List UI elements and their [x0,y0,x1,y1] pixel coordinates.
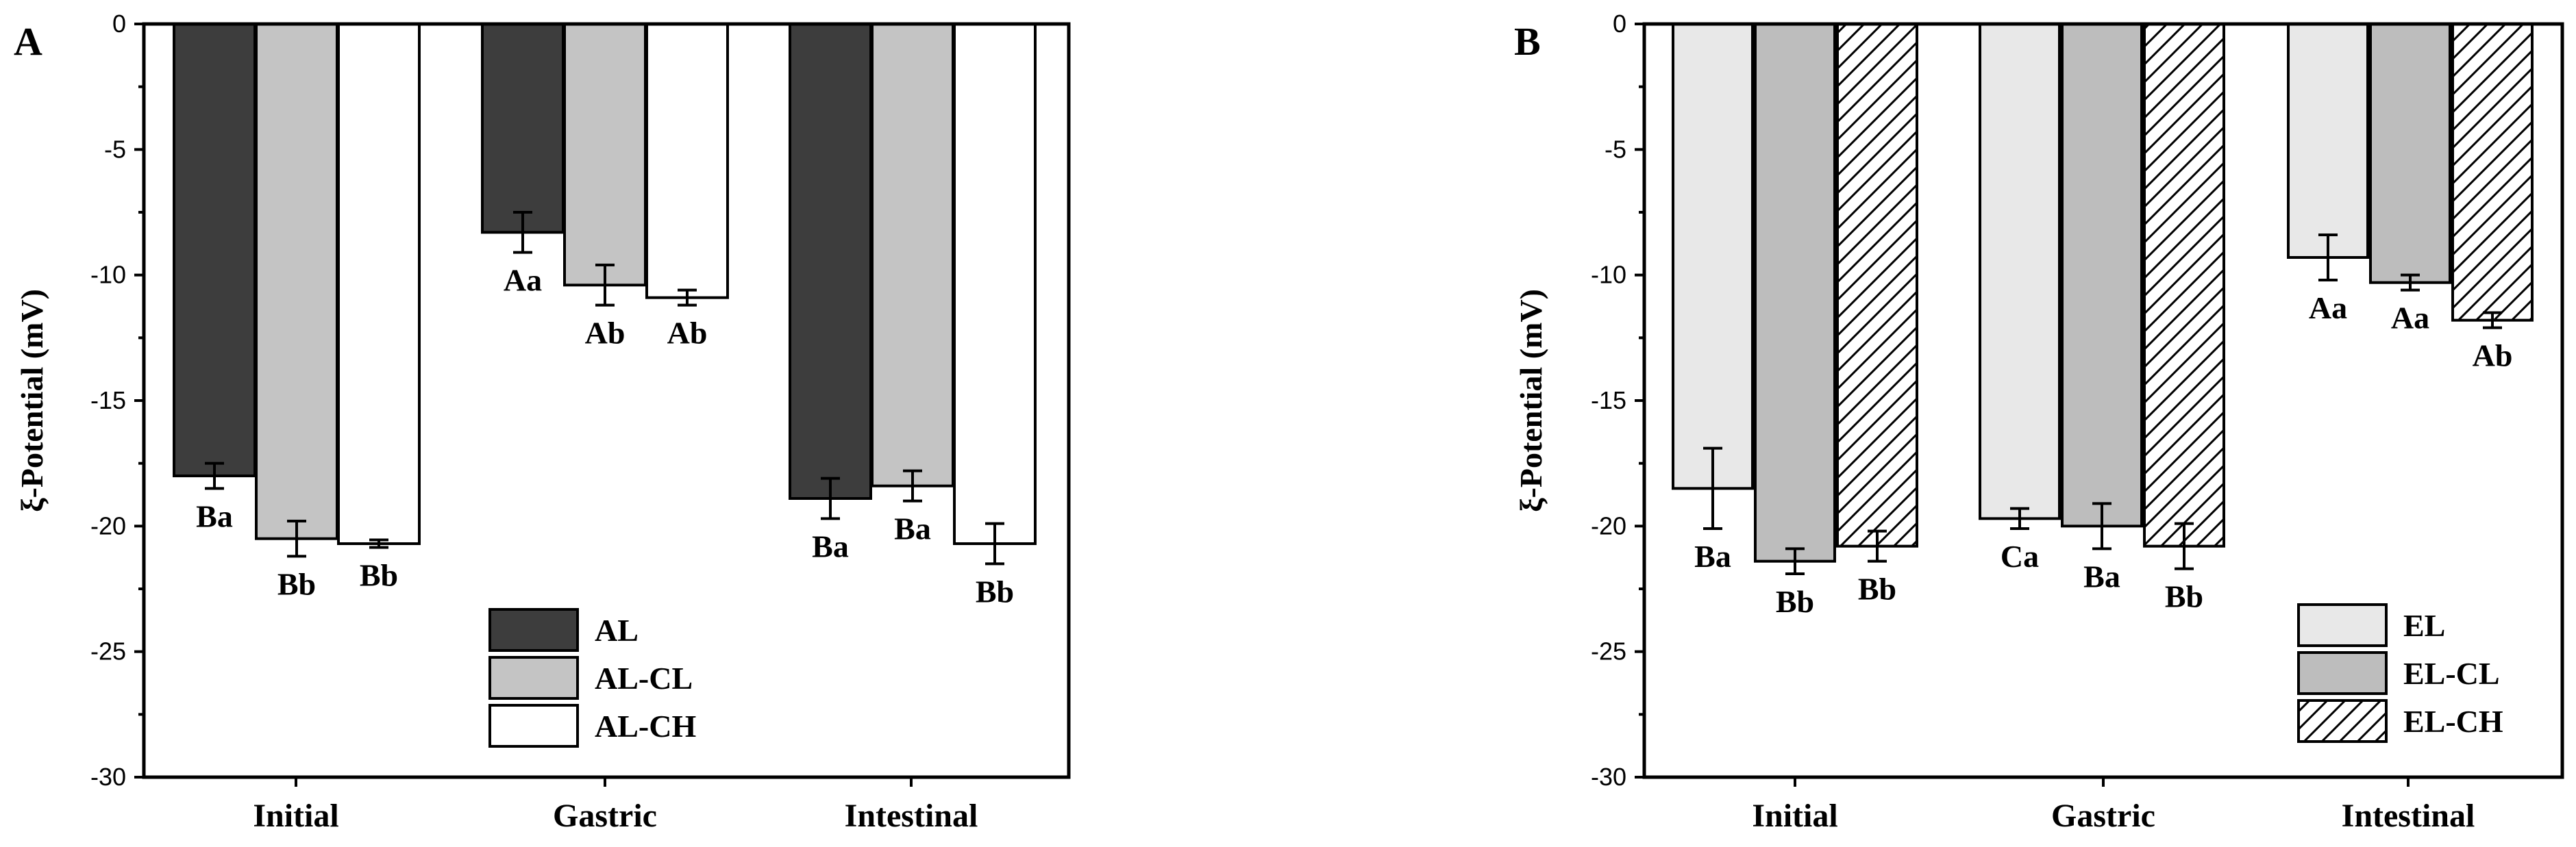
y-tick-label: -10 [1591,261,1626,289]
significance-label: Ba [196,498,233,533]
x-category-label: Initial [1752,798,1837,834]
y-tick-label: 0 [1613,10,1626,38]
error-bar-al-gastric [513,211,532,254]
error-bar-el-cl-initial [1785,547,1805,575]
bar-al-cl-initial [255,23,338,540]
legend-swatch-al-ch [488,704,579,748]
y-axis-title: ξ-Potential (mV) [1513,289,1548,512]
x-category-label: Initial [253,798,338,834]
error-bar-al-cl-initial [287,520,306,558]
significance-label: Ba [812,529,849,564]
bar-al-intestinal [789,23,872,500]
y-tick-label: -15 [90,386,126,414]
x-category-label: Intestinal [845,798,978,834]
panel-label: B [1514,19,1541,64]
y-tick-label: 0 [112,10,126,38]
error-bar-el-ch-initial [1868,529,1887,563]
error-bar-al-intestinal [821,477,840,520]
legend-label-el-ch: EL-CH [2403,704,2503,739]
bar-al-cl-gastric [563,23,647,287]
y-tick-label: -5 [1605,135,1626,163]
significance-label: Bb [277,566,316,601]
x-category-label: Intestinal [2342,798,2475,834]
y-tick-label: -25 [1591,637,1626,666]
bar-al-ch-gastric [645,23,729,299]
bar-el-ch-intestinal [2451,23,2534,322]
legend-label-el: EL [2403,608,2445,643]
y-tick-label: -30 [90,763,126,791]
legend-swatch-al-cl [488,656,579,700]
error-bar-al-initial [205,462,224,490]
y-tick-label: -5 [104,135,126,163]
significance-label: Aa [504,263,542,298]
panel-label: A [14,19,42,64]
legend: AL AL-CL AL-CH [488,608,696,748]
significance-label: Ca [2001,539,2039,574]
significance-label: Aa [2391,301,2429,336]
y-tick-label: -20 [90,511,126,540]
error-bar-el-cl-intestinal [2401,273,2420,292]
bar-al-initial [173,23,256,477]
legend-label-el-cl: EL-CL [2403,656,2500,691]
error-bar-el-ch-gastric [2175,522,2194,570]
bar-al-gastric [481,23,565,234]
legend-swatch-el [2297,603,2388,647]
y-tick-label: -25 [90,637,126,666]
significance-label: Ab [2473,338,2513,373]
significance-label: Ab [667,316,708,351]
error-bar-el-cl-gastric [2092,502,2111,551]
panel-b-chart: Ba Ca Aa Bb Ba Aa Bb Bb Ab 0 -5 -10 -15 -20 -25 -30 Init… [1513,10,2564,834]
significance-label: Aa [2309,290,2347,325]
y-tick-label: -20 [1591,511,1626,540]
error-bar-al-cl-gastric [595,264,615,307]
error-bar-al-ch-intestinal [985,522,1004,566]
legend-swatch-el-ch [2297,699,2388,743]
significance-label: Ba [1694,539,1731,574]
bar-el-ch-gastric [2143,23,2225,548]
y-tick-label: -10 [90,261,126,289]
bar-el-cl-gastric [2061,23,2143,528]
y-tick-label: -15 [1591,386,1626,414]
error-bar-el-initial [1703,446,1722,530]
significance-label: Ba [894,511,931,546]
error-bar-al-ch-gastric [678,288,697,307]
error-bar-el-intestinal [2318,233,2338,281]
y-tick-label: -30 [1591,763,1626,791]
error-bar-al-cl-intestinal [903,469,922,503]
significance-label: Bb [1776,584,1814,619]
panel-a-chart: Ba Aa Ba Bb Ab Ba Bb Ab Bb 0 -5 -10 -15 -20 -25 -30 Init… [14,10,1071,834]
bar-el-initial [1672,23,1754,490]
legend-label-al-ch: AL-CH [595,709,696,744]
significance-label: Ba [2083,559,2120,594]
significance-label: Bb [2165,579,2203,614]
error-bar-al-ch-initial [369,538,388,549]
error-bar-el-gastric [2010,507,2029,530]
bar-el-ch-initial [1836,23,1918,548]
x-category-label: Gastric [2051,798,2155,834]
significance-label: Bb [976,574,1014,609]
x-category-label: Gastric [553,798,657,834]
error-bar-el-ch-intestinal [2483,311,2502,329]
bar-al-ch-intestinal [953,23,1037,545]
legend-swatch-el-cl [2297,651,2388,695]
significance-label: Ab [585,316,626,351]
bar-el-cl-initial [1754,23,1836,563]
bar-el-intestinal [2287,23,2369,259]
bar-el-cl-intestinal [2369,23,2451,284]
legend-label-al: AL [595,613,639,648]
legend: EL EL-CL EL-CH [2297,603,2503,743]
bar-al-cl-intestinal [871,23,954,488]
bar-al-ch-initial [337,23,421,545]
legend-swatch-al [488,608,579,652]
bar-el-gastric [1979,23,2061,520]
significance-label: Bb [1858,572,1896,607]
legend-label-al-cl: AL-CL [595,661,693,696]
significance-label: Bb [360,558,398,593]
y-axis-title: ξ-Potential (mV) [14,289,49,512]
